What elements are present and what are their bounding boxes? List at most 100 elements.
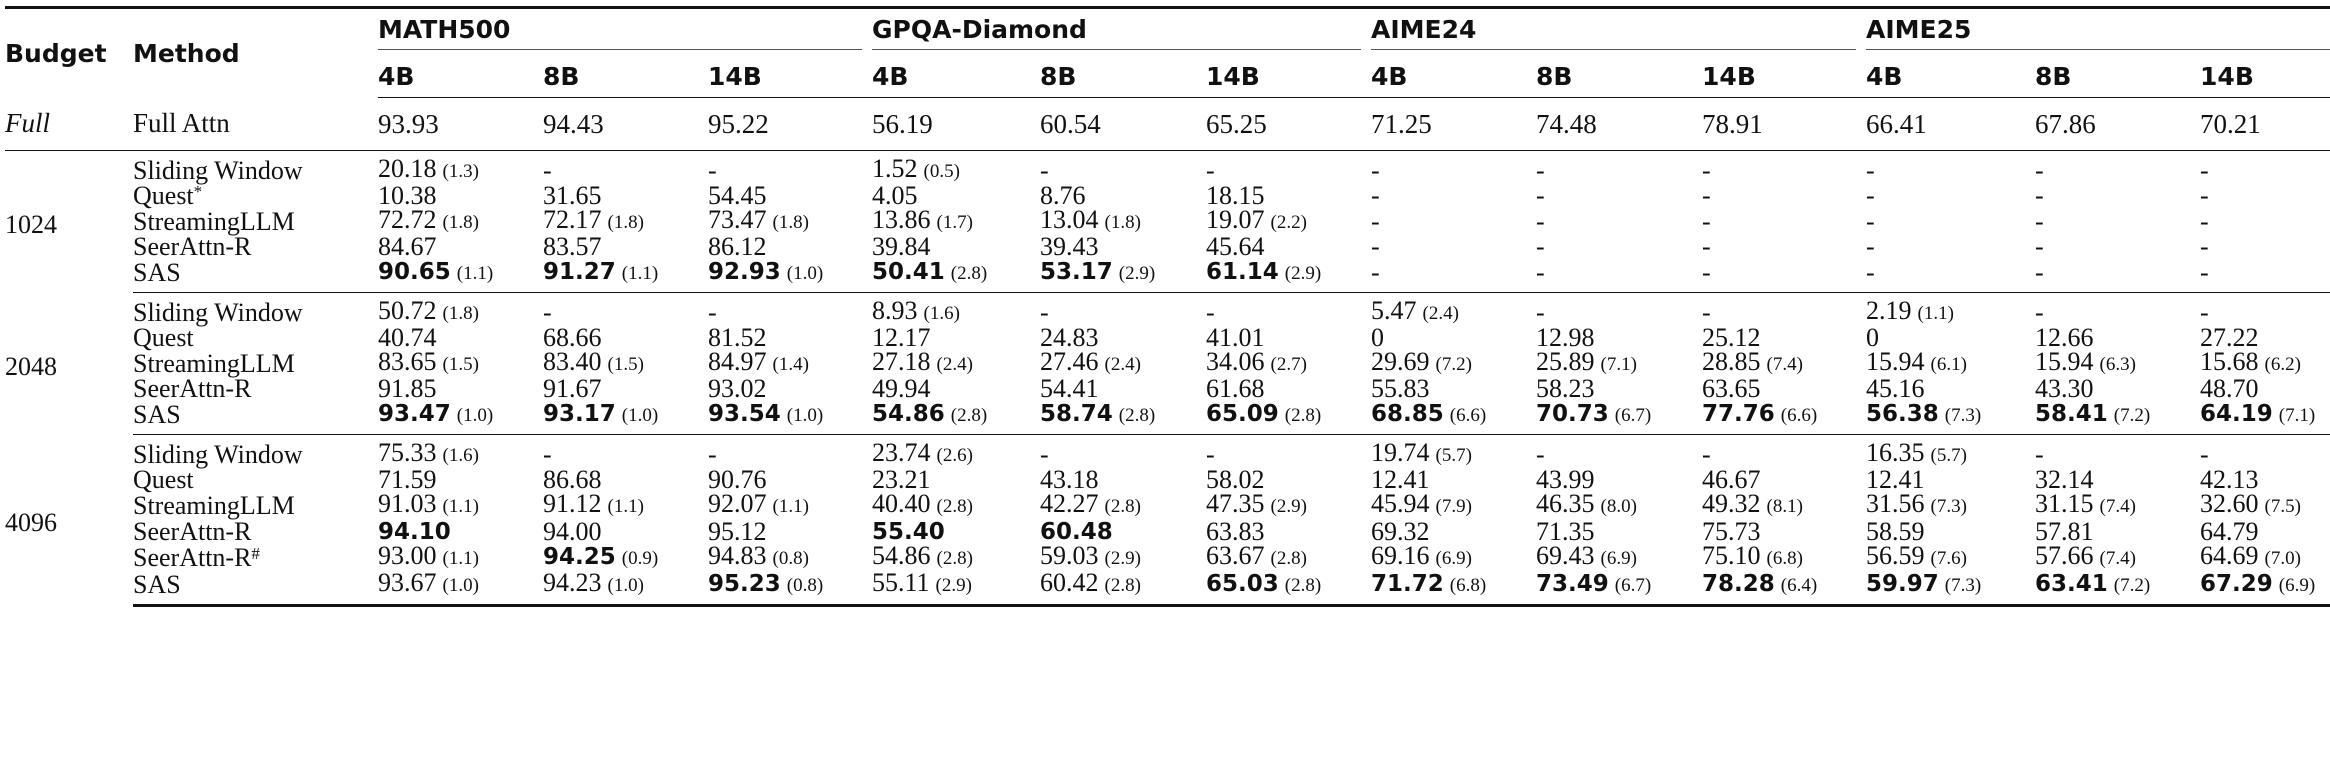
value-cell: 58.41 (7.2): [2035, 401, 2201, 435]
value-cell: -: [1536, 181, 1702, 210]
std-dev: (2.4): [1104, 354, 1141, 375]
value-cell: 60.48: [1040, 519, 1206, 544]
value-cell: 12.98: [1536, 325, 1702, 351]
value-cell: 58.23: [1536, 376, 1702, 402]
value-cell: 73.49 (6.7): [1536, 571, 1703, 607]
value: -: [1702, 232, 1711, 261]
value-cell: 39.84: [872, 234, 1040, 260]
std-dev: (1.1): [456, 263, 494, 284]
value: -: [1536, 181, 1545, 210]
value-cell: 18.15: [1206, 183, 1371, 209]
value-cell: 69.32: [1371, 518, 1536, 544]
value: -: [1702, 297, 1711, 327]
value: 46.35: [1536, 489, 1595, 518]
value-cell: 20.18 (1.3): [378, 151, 543, 185]
best-value: 56.38: [1866, 401, 1939, 427]
std-dev: (2.9): [935, 575, 972, 596]
value-cell: 49.32 (8.1): [1702, 489, 1866, 519]
value: 39.43: [1040, 232, 1099, 261]
value-cell: -: [1866, 183, 2035, 209]
value-cell: 81.52: [708, 323, 872, 352]
std-dev: (2.9): [1118, 263, 1156, 284]
best-value: 60.48: [1040, 519, 1113, 545]
budget-header: Budget: [5, 6, 133, 98]
table-row: SeerAttn-R# 93.00 (1.1) 94.25 (0.9) 94.83 (0.8…: [5, 541, 2330, 571]
table-row: SAS 93.47 (1.0) 93.17 (1.0) 93.54 (1.0) 54.86 (2…: [5, 401, 2330, 435]
method-name: Quest: [133, 465, 194, 494]
value: 93.00: [378, 541, 437, 570]
value: 84.97: [708, 347, 767, 376]
std-dev: (1.1): [1917, 303, 1954, 324]
size-header: 14B: [708, 55, 872, 98]
value-cell: -: [2035, 234, 2200, 260]
group-label: GPQA-Diamond: [872, 15, 1362, 50]
value-cell: 61.14 (2.9): [1206, 259, 1372, 293]
value-cell: 48.70: [2200, 376, 2330, 402]
value: -: [2035, 439, 2044, 469]
value: 86.12: [708, 232, 767, 261]
value: -: [1206, 297, 1215, 327]
std-dev: (1.1): [621, 263, 659, 284]
table-row: SeerAttn-R 84.67 83.57 86.12 39.84 39.43 45.64…: [5, 232, 2330, 261]
std-dev: (2.8): [936, 496, 973, 517]
std-dev: (7.2): [2113, 575, 2151, 596]
value: 72.17: [543, 205, 602, 234]
std-dev: (6.9): [1435, 548, 1472, 569]
method-cell: StreamingLLM: [133, 208, 378, 235]
value: 49.94: [872, 374, 931, 403]
method-name: Quest: [133, 323, 194, 352]
value: -: [2035, 206, 2044, 236]
value-cell: 84.97 (1.4): [708, 347, 872, 377]
std-dev: (6.8): [1449, 575, 1487, 596]
value: 20.18: [378, 154, 437, 183]
std-dev: (7.3): [1930, 496, 1967, 517]
value: 31.15: [2035, 489, 2094, 518]
table-row: Quest 40.74 68.66 81.52 12.17 24.83 41.01 0 12.9…: [5, 323, 2330, 352]
results-table: Budget Method MATH500 GPQA-Diamond AIME2…: [5, 6, 2330, 607]
best-value: 54.86: [872, 401, 945, 427]
table-row: Quest 71.59 86.68 90.76 23.21 43.18 58.02 12.41…: [5, 465, 2330, 494]
std-dev: (6.6): [1449, 405, 1487, 426]
value: 55.11: [872, 568, 930, 597]
std-dev: (1.0): [607, 575, 644, 596]
value-cell: 12.66: [2035, 323, 2200, 352]
value: 84.67: [378, 232, 437, 261]
method-cell: SAS: [133, 259, 378, 293]
value: 63.65: [1702, 374, 1761, 403]
budget-cell: Full: [5, 97, 133, 151]
value: -: [1536, 439, 1545, 469]
std-dev: (1.5): [442, 354, 479, 375]
value-cell: -: [1371, 259, 1537, 293]
value: 43.18: [1040, 465, 1099, 494]
std-dev: (2.8): [1104, 496, 1141, 517]
std-dev: (6.9): [1600, 548, 1637, 569]
value-cell: 29.69 (7.2): [1371, 349, 1536, 377]
value-cell: 5.47 (2.4): [1371, 293, 1536, 327]
best-value: 55.40: [872, 519, 945, 545]
value: -: [2200, 206, 2209, 236]
value-cell: 59.03 (2.9): [1040, 543, 1206, 571]
value: 15.68: [2200, 347, 2259, 376]
value: 49.32: [1702, 489, 1761, 518]
value-cell: -: [1040, 151, 1206, 185]
best-value: 63.41: [2035, 571, 2108, 597]
best-value: 78.28: [1702, 571, 1775, 597]
value: 42.27: [1040, 489, 1099, 518]
value-cell: 34.06 (2.7): [1206, 349, 1371, 377]
value-cell: 94.00: [543, 518, 708, 544]
table-row: Quest* 10.38 31.65 54.45 4.05 8.76 18.15- - - - - -: [5, 181, 2330, 210]
std-dev: (0.8): [772, 548, 809, 569]
value-cell: 57.66 (7.4): [2035, 543, 2200, 571]
value-cell: 46.67: [1702, 467, 1866, 493]
value: -: [708, 155, 717, 185]
std-dev: (1.0): [621, 405, 659, 426]
value: 81.52: [708, 323, 767, 352]
value-cell: 43.18: [1040, 465, 1206, 494]
std-dev: (7.2): [2113, 405, 2151, 426]
best-value: 93.47: [378, 401, 451, 427]
std-dev: (5.7): [1930, 445, 1967, 466]
value: 12.66: [2035, 323, 2094, 352]
value-cell: 91.27 (1.1): [543, 259, 708, 293]
value: -: [1371, 181, 1380, 210]
value: 64.79: [2200, 516, 2259, 546]
